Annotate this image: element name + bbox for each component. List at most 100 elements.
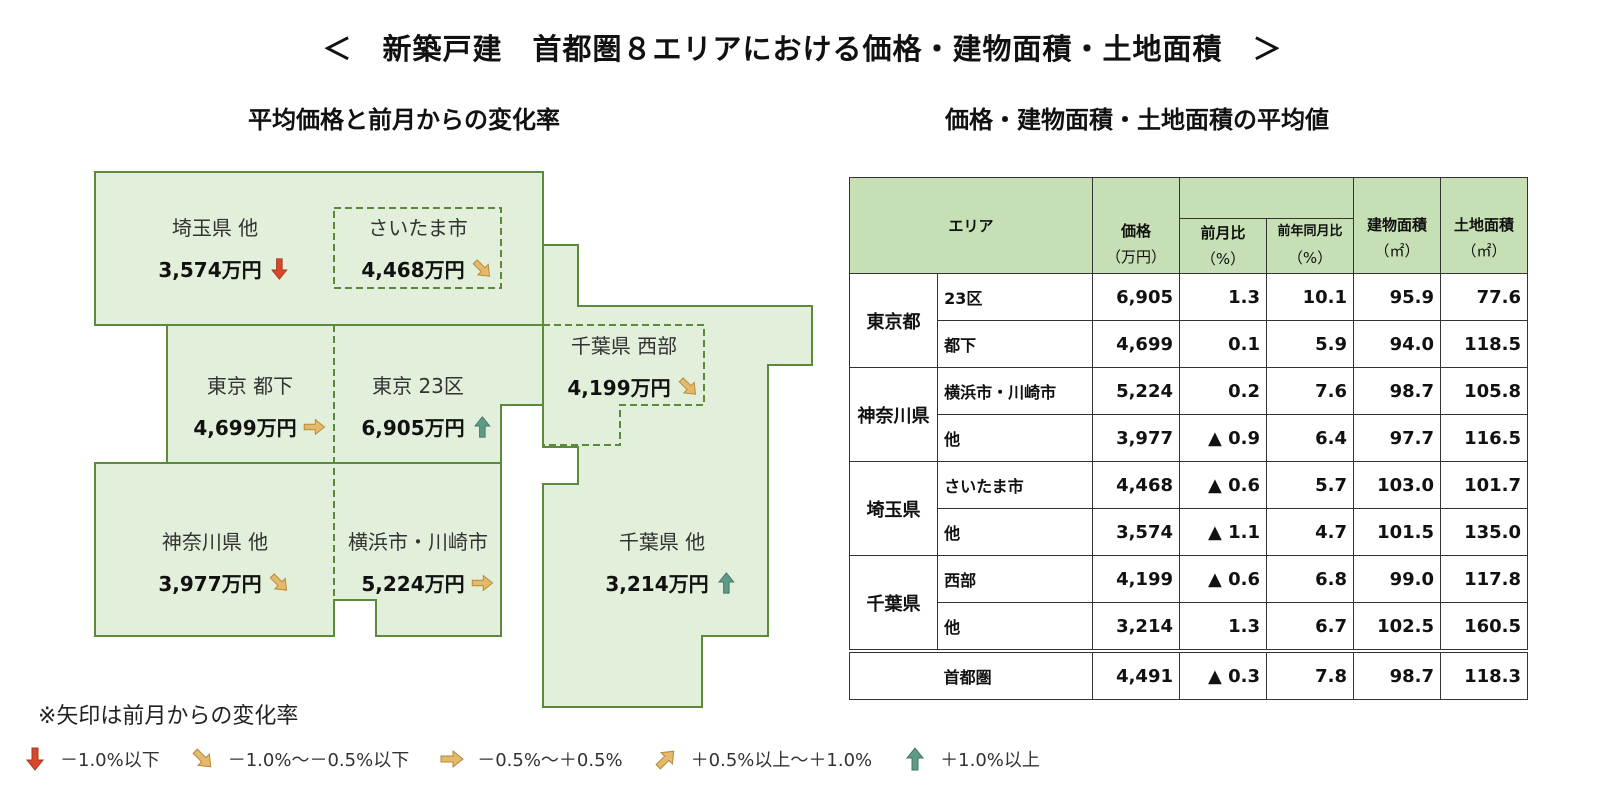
value-cell: 5,224: [1092, 367, 1180, 415]
value-cell: 77.6: [1440, 273, 1528, 321]
subarea-cell: 23区: [937, 273, 1093, 321]
arrow-flat-icon: [472, 574, 494, 591]
map-value-chiba_west: 4,199万円: [567, 372, 700, 401]
header-land: 土地面積 （㎡）: [1440, 177, 1528, 274]
value-cell: 4.7: [1266, 508, 1354, 556]
region-saitama: [94, 171, 544, 326]
map-value-tokyo_23: 6,905万円: [361, 412, 494, 441]
arrow-up-slight-icon: [655, 750, 675, 770]
map-title: 平均価格と前月からの変化率: [248, 106, 560, 134]
table-row: 東京都 23区 6,905 1.3 10.1 95.9 77.6: [848, 273, 1528, 368]
note-text: ※矢印は前月からの変化率: [38, 704, 299, 729]
value-cell: ▲ 1.1: [1179, 508, 1267, 556]
map-label-chiba_west: 千葉県 西部: [570, 334, 678, 358]
value-cell: 5.7: [1266, 461, 1354, 509]
legend-label: －1.0%以下: [60, 750, 160, 771]
table-row: 他 3,977 ▲ 0.9 6.4 97.7 116.5: [850, 414, 1528, 462]
saitama-city-border: [333, 207, 502, 289]
header-mom-label: 前月比: [1200, 224, 1246, 242]
value-cell: 6.8: [1266, 555, 1354, 603]
price-value: 4,699万円: [193, 416, 297, 440]
map-label-saitama_other: 埼玉県 他: [171, 216, 259, 240]
region-chiba: [542, 244, 813, 708]
value-cell: 0.2: [1179, 367, 1267, 415]
table-row: 他 3,214 1.3 6.7 102.5 160.5: [850, 602, 1528, 652]
value-cell: 101.7: [1440, 461, 1528, 509]
header-building-unit: （㎡）: [1374, 242, 1420, 260]
price-value: 3,214万円: [605, 572, 709, 596]
total-value: 4,491: [1092, 649, 1180, 700]
table-row: 他 3,574 ▲ 1.1 4.7 101.5 135.0: [850, 508, 1528, 556]
legend-label: －0.5%～＋0.5%: [477, 750, 623, 771]
value-cell: 97.7: [1353, 414, 1441, 462]
legend-label: －1.0%～－0.5%以下: [227, 750, 410, 771]
value-cell: 4,699: [1092, 320, 1180, 368]
table-row: 神奈川県 横浜市・川崎市 5,224 0.2 7.6 98.7 105.8: [848, 367, 1528, 462]
legend-item: ＋1.0%以上: [902, 746, 1040, 772]
value-cell: ▲ 0.9: [1179, 414, 1267, 462]
value-cell: 4,199: [1092, 555, 1180, 603]
value-cell: 160.5: [1440, 602, 1528, 652]
header-mom: 前月比 （%）: [1179, 218, 1267, 274]
legend-item: －1.0%～－0.5%以下: [190, 746, 409, 772]
value-cell: 101.5: [1353, 508, 1441, 556]
subarea-cell: 他: [937, 508, 1093, 556]
value-cell: 1.3: [1179, 602, 1267, 652]
value-cell: 6.4: [1266, 414, 1354, 462]
arrow-down-icon: [271, 257, 288, 280]
subarea-cell: さいたま市: [937, 461, 1093, 509]
data-table: エリア 価格 （万円） 建物面積 （㎡） 土地面積 （㎡） 前月比 （%） 前年同月比 （…: [848, 177, 1528, 700]
subarea-cell: 他: [937, 414, 1093, 462]
value-cell: 98.7: [1353, 367, 1441, 415]
map-label-yokohama: 横浜市・川崎市: [348, 530, 488, 554]
value-cell: 95.9: [1353, 273, 1441, 321]
map-label-chiba_other: 千葉県 他: [618, 530, 706, 554]
table-row: 都下 4,699 0.1 5.9 94.0 118.5: [850, 320, 1528, 368]
table-row: 千葉県 西部 4,199 ▲ 0.6 6.8 99.0 117.8: [848, 555, 1528, 652]
total-row: 首都圏 4,491 ▲ 0.3 7.8 98.7 118.3: [848, 649, 1528, 700]
map-label-saitama_city: さいたま市: [368, 216, 468, 240]
value-cell: 3,977: [1092, 414, 1180, 462]
table-title: 価格・建物面積・土地面積の平均値: [945, 106, 1329, 134]
legend-item: ＋0.5%以上～＋1.0%: [653, 746, 872, 772]
subarea-cell: 都下: [937, 320, 1093, 368]
map-value-chiba_other: 3,214万円: [605, 568, 738, 597]
value-cell: 103.0: [1353, 461, 1441, 509]
price-value: 4,468万円: [361, 258, 465, 282]
map-value-saitama_other: 3,574万円: [158, 254, 291, 283]
arrow-down-slight-icon: [269, 572, 288, 591]
header-building: 建物面積 （㎡）: [1353, 177, 1441, 274]
value-cell: 3,574: [1092, 508, 1180, 556]
legend: －1.0%以下 －1.0%～－0.5%以下 －0.5%～＋0.5% ＋0.5%以上～＋…: [22, 746, 1040, 772]
legend-label: ＋0.5%以上～＋1.0%: [690, 750, 873, 771]
map-label-tokyo_tama: 東京 都下: [206, 374, 294, 398]
total-label: 首都圏: [937, 649, 1093, 700]
map-value-saitama_city: 4,468万円: [361, 254, 494, 283]
arrow-down-icon: [25, 747, 45, 771]
value-cell: 94.0: [1353, 320, 1441, 368]
subarea-cell: 他: [937, 602, 1093, 652]
value-cell: 99.0: [1353, 555, 1441, 603]
header-yoy-unit: （%）: [1287, 249, 1333, 267]
value-cell: 5.9: [1266, 320, 1354, 368]
arrow-flat-icon: [304, 418, 326, 435]
value-cell: 4,468: [1092, 461, 1180, 509]
arrow-flat-icon: [440, 749, 465, 769]
subarea-cell: 西部: [937, 555, 1093, 603]
header-yoy: 前年同月比 （%）: [1266, 218, 1354, 274]
region-kanagawa: [94, 462, 502, 637]
arrow-down-slight-icon: [472, 258, 491, 277]
map-label-kanagawa_other: 神奈川県 他: [161, 530, 269, 554]
pref-cell: 千葉県: [848, 555, 939, 652]
pref-cell: 神奈川県: [848, 367, 939, 462]
blank-cell: [848, 649, 938, 700]
value-cell: ▲ 0.6: [1179, 461, 1267, 509]
header-area: エリア: [849, 177, 1093, 274]
map-value-kanagawa_other: 3,977万円: [158, 568, 291, 597]
arrow-up-icon: [474, 415, 491, 438]
total-value: 7.8: [1266, 649, 1354, 700]
value-cell: ▲ 0.6: [1179, 555, 1267, 603]
total-value: ▲ 0.3: [1179, 649, 1267, 700]
header-yoy-label: 前年同月比: [1277, 224, 1343, 239]
header-price-label: 価格: [1120, 222, 1151, 240]
